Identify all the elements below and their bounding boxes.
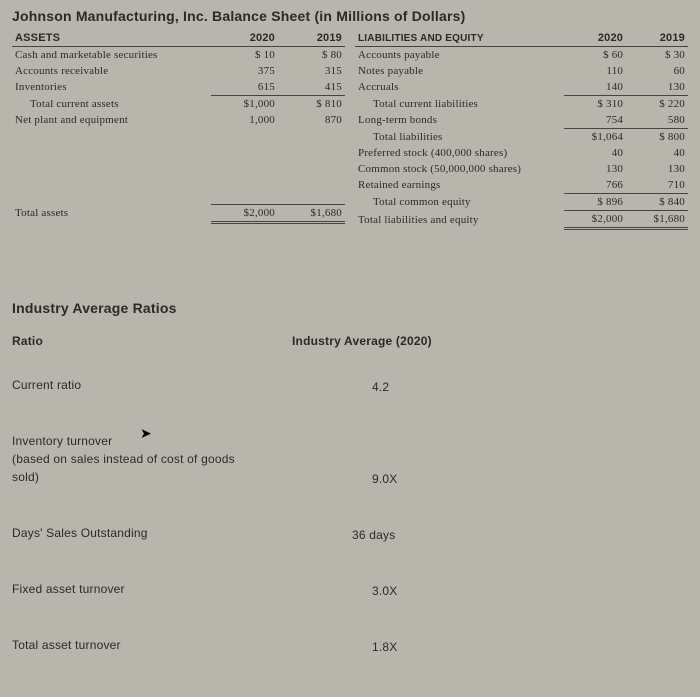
row-label: Accounts payable (355, 47, 564, 64)
row-label: Common stock (50,000,000 shares) (355, 161, 564, 177)
ratio-row: Inventory turnover (based on sales inste… (12, 432, 688, 486)
table-row: Total common equity $ 896 $ 840 (355, 194, 688, 211)
cell-value: $2,000 (211, 204, 278, 222)
ratio-row: Days' Sales Outstanding 36 days (12, 524, 688, 542)
cell-value: $1,000 (211, 96, 278, 113)
cell-value: 710 (626, 177, 688, 194)
cell-value: $2,000 (564, 211, 626, 229)
row-label: Net plant and equipment (12, 112, 211, 128)
year-2019: 2019 (278, 30, 345, 47)
cell-value: 1,000 (211, 112, 278, 128)
ratio-value: 9.0X (292, 472, 398, 486)
cell-value: 40 (564, 145, 626, 161)
row-label: Total liabilities (355, 129, 564, 146)
row-label: Total current assets (12, 96, 211, 113)
avg-col-label: Industry Average (2020) (292, 334, 432, 348)
table-row: Net plant and equipment 1,000 870 (12, 112, 345, 128)
cell-value: $ 220 (626, 96, 688, 113)
ratio-header: Ratio Industry Average (2020) (12, 334, 688, 348)
cell-value: $ 60 (564, 47, 626, 64)
cell-value: $ 10 (211, 47, 278, 64)
table-row: Accounts receivable 375 315 (12, 63, 345, 79)
table-row: Retained earnings 766 710 (355, 177, 688, 194)
liab-header: LIABILITIES AND EQUITY (355, 30, 564, 47)
row-label: Total assets (12, 204, 211, 222)
cell-value: 580 (626, 112, 688, 129)
ratio-value: 3.0X (292, 584, 398, 598)
table-row: Accounts payable $ 60 $ 30 (355, 47, 688, 64)
cell-value: $1,680 (626, 211, 688, 229)
row-label: Accounts receivable (12, 63, 211, 79)
row-label: Inventories (12, 79, 211, 96)
cursor-icon: ➤ (140, 426, 152, 443)
row-label: Retained earnings (355, 177, 564, 194)
cell-value: 60 (626, 63, 688, 79)
table-row: Common stock (50,000,000 shares) 130 130 (355, 161, 688, 177)
row-label: Long-term bonds (355, 112, 564, 129)
cell-value: $ 80 (278, 47, 345, 64)
ratio-label: Days' Sales Outstanding (12, 524, 292, 542)
row-label: Total current liabilities (355, 96, 564, 113)
table-row: Notes payable 110 60 (355, 63, 688, 79)
cell-value: $ 840 (626, 194, 688, 211)
cell-value: 766 (564, 177, 626, 194)
cell-value: $ 310 (564, 96, 626, 113)
cell-value: 615 (211, 79, 278, 96)
table-row: Inventories 615 415 (12, 79, 345, 96)
cell-value: 110 (564, 63, 626, 79)
cell-value: 40 (626, 145, 688, 161)
ratio-value: 4.2 (292, 380, 389, 394)
ratio-row: Total asset turnover 1.8X (12, 636, 688, 654)
table-row: Preferred stock (400,000 shares) 40 40 (355, 145, 688, 161)
cell-value: 754 (564, 112, 626, 129)
year-2020: 2020 (211, 30, 278, 47)
table-row: Long-term bonds 754 580 (355, 112, 688, 129)
year-2020: 2020 (564, 30, 626, 47)
ratios-title: Industry Average Ratios (12, 300, 688, 316)
table-row: Cash and marketable securities $ 10 $ 80 (12, 47, 345, 64)
assets-column: ASSETS 2020 2019 Cash and marketable sec… (12, 30, 345, 230)
table-row: Total current liabilities $ 310 $ 220 (355, 96, 688, 113)
liabilities-column: LIABILITIES AND EQUITY 2020 2019 Account… (355, 30, 688, 230)
row-label: Total common equity (355, 194, 564, 211)
table-row: Total liabilities and equity $2,000 $1,6… (355, 211, 688, 229)
table-row: Accruals 140 130 (355, 79, 688, 96)
ratio-value: 36 days (292, 528, 395, 542)
cell-value: $1,064 (564, 129, 626, 146)
row-label: Notes payable (355, 63, 564, 79)
ratio-label: Fixed asset turnover (12, 580, 292, 598)
assets-header: ASSETS (12, 30, 211, 47)
ratio-col-label: Ratio (12, 334, 292, 348)
table-row: Total current assets $1,000 $ 810 (12, 96, 345, 113)
row-label: Accruals (355, 79, 564, 96)
ratio-row: Current ratio 4.2 (12, 376, 688, 394)
cell-value: $ 896 (564, 194, 626, 211)
cell-value: 140 (564, 79, 626, 96)
ratio-label: Current ratio (12, 376, 292, 394)
row-label: Preferred stock (400,000 shares) (355, 145, 564, 161)
ratio-label: Total asset turnover (12, 636, 292, 654)
ratio-value: 1.8X (292, 640, 398, 654)
balance-sheet: ASSETS 2020 2019 Cash and marketable sec… (12, 30, 688, 230)
cell-value: 130 (626, 161, 688, 177)
year-2019: 2019 (626, 30, 688, 47)
cell-value: $ 30 (626, 47, 688, 64)
ratio-row: Fixed asset turnover 3.0X (12, 580, 688, 598)
cell-value: 415 (278, 79, 345, 96)
page-title: Johnson Manufacturing, Inc. Balance Shee… (12, 8, 688, 24)
table-row: Total liabilities $1,064 $ 800 (355, 129, 688, 146)
cell-value: 870 (278, 112, 345, 128)
ratio-label: Inventory turnover (based on sales inste… (12, 432, 292, 486)
cell-value: $ 810 (278, 96, 345, 113)
row-label: Cash and marketable securities (12, 47, 211, 64)
table-row: Total assets $2,000 $1,680 (12, 204, 345, 222)
row-label: Total liabilities and equity (355, 211, 564, 229)
cell-value: 130 (626, 79, 688, 96)
cell-value: 130 (564, 161, 626, 177)
cell-value: $ 800 (626, 129, 688, 146)
cell-value: 375 (211, 63, 278, 79)
cell-value: $1,680 (278, 204, 345, 222)
cell-value: 315 (278, 63, 345, 79)
